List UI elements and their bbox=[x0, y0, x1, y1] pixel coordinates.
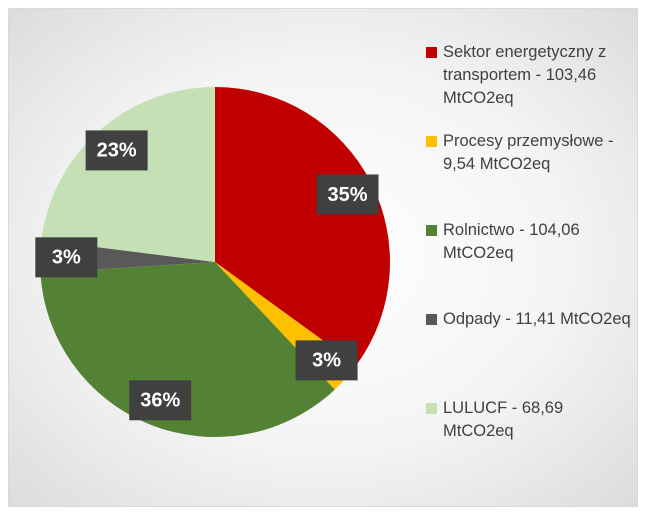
legend-swatch bbox=[426, 403, 437, 414]
legend-swatch bbox=[426, 314, 437, 325]
legend-label: Sektor energetyczny z transportem - 103,… bbox=[443, 43, 607, 107]
data-label: 3% bbox=[52, 247, 81, 269]
chart-area: 35% 3% 36% 3% 23% Sektor energetyczny z tran… bbox=[8, 8, 638, 507]
pie-chart: 35% 3% 36% 3% 23% bbox=[35, 87, 390, 437]
data-label-box bbox=[295, 340, 358, 381]
legend-item: LULUCF - 68,69 MtCO2eq bbox=[426, 397, 636, 486]
data-label: 35% bbox=[328, 184, 368, 206]
legend-swatch bbox=[426, 47, 437, 58]
legend-swatch bbox=[426, 136, 437, 147]
legend-label: LULUCF - 68,69 MtCO2eq bbox=[443, 399, 564, 440]
data-label-box bbox=[35, 237, 98, 278]
legend-label: Procesy przemysłowe - 9,54 MtCO2eq bbox=[443, 132, 614, 173]
data-label-box bbox=[129, 380, 192, 421]
legend-item: Rolnictwo - 104,06 MtCO2eq bbox=[426, 219, 636, 308]
legend-swatch bbox=[426, 225, 437, 236]
data-label: 23% bbox=[97, 140, 137, 162]
data-label-box bbox=[85, 130, 148, 171]
legend-label: Odpady - 11,41 MtCO2eq bbox=[443, 310, 631, 328]
data-label: 3% bbox=[312, 350, 341, 372]
pie-slice bbox=[41, 87, 215, 262]
legend-item: Odpady - 11,41 MtCO2eq bbox=[426, 308, 636, 397]
legend-item: Sektor energetyczny z transportem - 103,… bbox=[426, 41, 636, 130]
legend-label: Rolnictwo - 104,06 MtCO2eq bbox=[443, 221, 580, 262]
data-label-box bbox=[316, 174, 379, 215]
legend-item: Procesy przemysłowe - 9,54 MtCO2eq bbox=[426, 130, 636, 219]
legend: Sektor energetyczny z transportem - 103,… bbox=[426, 41, 636, 486]
data-label: 36% bbox=[140, 390, 180, 412]
pie-slice bbox=[215, 87, 390, 365]
pie-slice bbox=[40, 262, 335, 437]
